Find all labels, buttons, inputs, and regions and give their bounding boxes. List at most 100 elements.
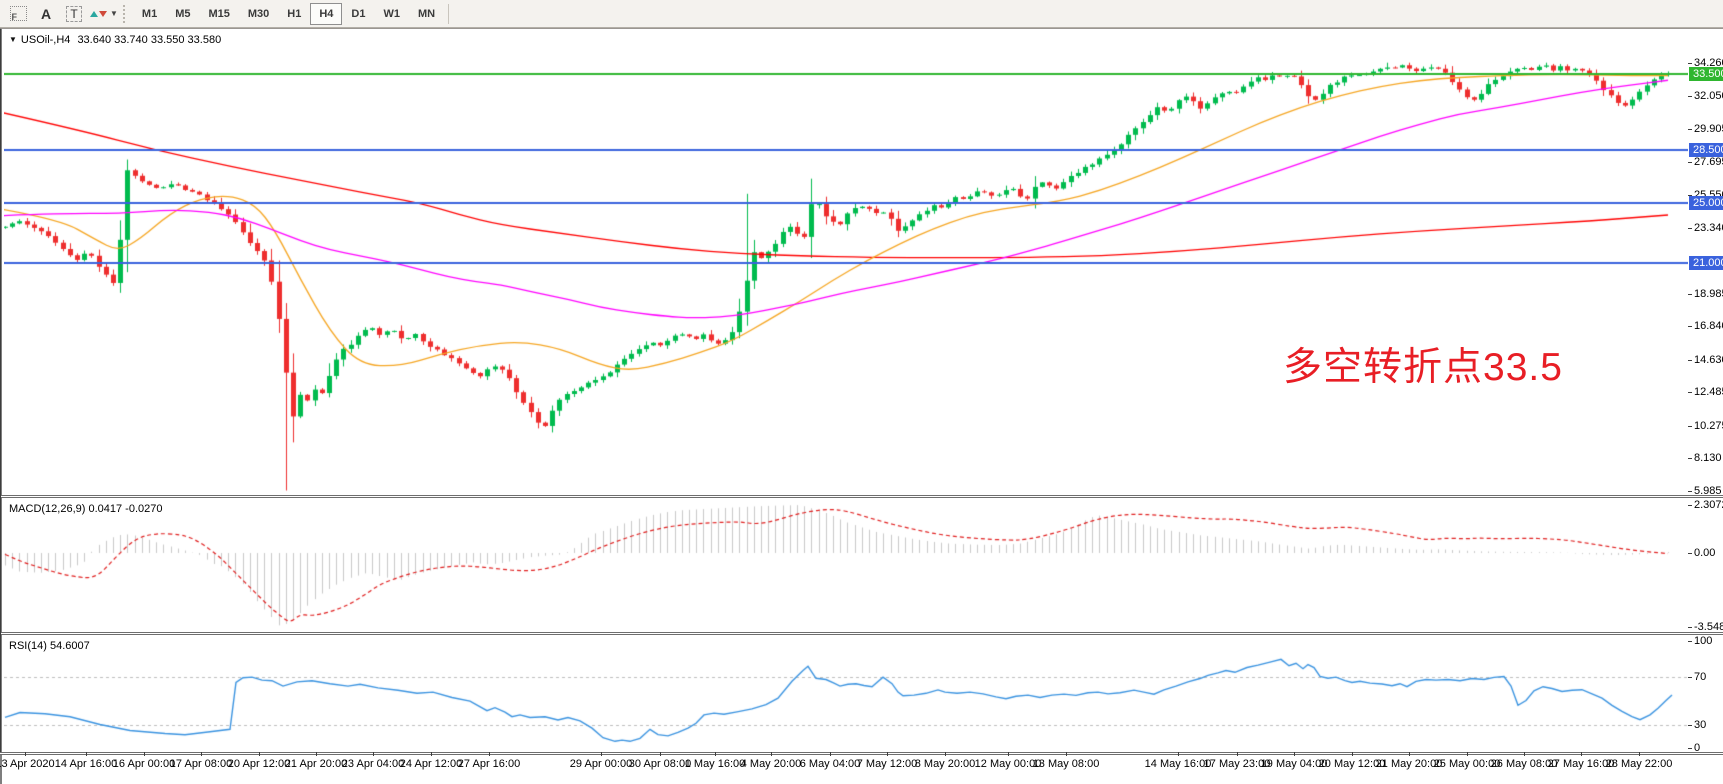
date-axis-tick [201, 752, 202, 756]
date-axis-tick [887, 752, 888, 756]
chevron-down-icon[interactable]: ▼ [9, 35, 17, 44]
macd-label: MACD(12,26,9) 0.0417 -0.0270 [9, 503, 163, 515]
price-badge: 28.500 [1689, 143, 1723, 157]
date-tick-label: 26 May 08:00 [1490, 758, 1558, 770]
price-chart-canvas[interactable] [4, 29, 1688, 495]
axis-tick [1688, 677, 1692, 678]
timeframe-h1[interactable]: H1 [278, 3, 310, 25]
date-tick-label: 1 May 16:00 [684, 758, 746, 770]
date-tick-label: 27 May 16:00 [1547, 758, 1615, 770]
date-axis-tick [715, 752, 716, 756]
rsi-tick-label: 100 [1694, 635, 1713, 647]
date-tick-label: 19 May 04:00 [1260, 758, 1328, 770]
timeframe-d1[interactable]: D1 [342, 3, 374, 25]
date-axis-tick [830, 752, 831, 756]
axis-tick [1688, 195, 1692, 196]
date-tick-label: 4 May 20:00 [740, 758, 802, 770]
axis-tick [1688, 63, 1692, 64]
arrow-down-icon [99, 10, 107, 17]
date-tick-label: 13 Apr 2020 [0, 758, 55, 770]
date-tick-label: 12 May 00:00 [974, 758, 1042, 770]
axis-tick [1688, 553, 1692, 554]
grid-f-icon: F [9, 6, 27, 22]
date-axis-tick [144, 752, 145, 756]
arrow-objects-button[interactable]: ▼ [89, 3, 119, 25]
date-tick-label: 14 Apr 16:00 [54, 758, 118, 770]
price-tick-label: 5.985 [1694, 485, 1722, 497]
timeframe-h4[interactable]: H4 [310, 2, 343, 25]
price-tick-label: 8.130 [1694, 452, 1722, 464]
rsi-tick-label: 70 [1694, 671, 1707, 683]
date-axis-tick [1524, 752, 1525, 756]
date-axis-tick [771, 752, 772, 756]
freeze-grid-button[interactable]: F [5, 3, 31, 25]
date-tick-label: 27 Apr 16:00 [457, 758, 521, 770]
date-tick-label: 30 Apr 08:00 [628, 758, 692, 770]
date-axis-tick [1178, 752, 1179, 756]
timeframe-w1[interactable]: W1 [374, 3, 409, 25]
price-tick-label: 14.630 [1694, 354, 1723, 366]
date-axis-tick [660, 752, 661, 756]
price-tick-label: 18.985 [1694, 288, 1723, 300]
axis-tick [1688, 458, 1692, 459]
macd-indicator-canvas[interactable] [4, 498, 1688, 632]
symbol-name: USOil-,H4 [20, 34, 71, 46]
toolbar: F A T ▼ M1 M5 M15 M30 H1 H4 D1 W1 MN [0, 0, 1723, 28]
date-axis-tick [1581, 752, 1582, 756]
timeframe-mn[interactable]: MN [409, 3, 444, 25]
axis-tick [1688, 491, 1692, 492]
date-axis-tick [1352, 752, 1353, 756]
price-tick-label: 27.695 [1694, 156, 1723, 168]
date-tick-label: 21 May 20:00 [1375, 758, 1443, 770]
date-tick-label: 17 Apr 08:00 [169, 758, 233, 770]
price-tick-label: 16.840 [1694, 320, 1723, 332]
timeframe-m5[interactable]: M5 [166, 3, 199, 25]
date-axis-tick [259, 752, 260, 756]
price-badge: 25.000 [1689, 196, 1723, 210]
axis-tick [1688, 129, 1692, 130]
date-axis-tick [1294, 752, 1295, 756]
date-tick-label: 8 May 20:00 [914, 758, 976, 770]
toolbar-grip[interactable] [122, 4, 130, 23]
timeframe-m15[interactable]: M15 [199, 3, 238, 25]
axis-tick [1688, 426, 1692, 427]
panel-separator-rsi[interactable] [0, 632, 1723, 635]
text-label-button[interactable]: A [33, 3, 59, 25]
macd-tick-label: 2.3072 [1694, 499, 1723, 511]
date-axis-tick [1008, 752, 1009, 756]
timeframe-group: M1 M5 M15 M30 H1 H4 D1 W1 MN [133, 2, 444, 25]
timeframe-m1[interactable]: M1 [133, 3, 166, 25]
rsi-tick-label: 30 [1694, 719, 1707, 731]
date-tick-label: 23 Apr 04:00 [341, 758, 405, 770]
date-axis-tick [489, 752, 490, 756]
date-axis-tick [945, 752, 946, 756]
date-tick-label: 24 Apr 12:00 [399, 758, 463, 770]
date-tick-label: 20 Apr 12:00 [227, 758, 291, 770]
date-tick-label: 29 Apr 00:00 [569, 758, 633, 770]
timeframe-m30[interactable]: M30 [239, 3, 278, 25]
date-axis-tick [601, 752, 602, 756]
date-tick-label: 14 May 16:00 [1144, 758, 1212, 770]
axis-tick [1688, 392, 1692, 393]
axis-tick [1688, 228, 1692, 229]
date-tick-label: 16 Apr 00:00 [112, 758, 176, 770]
date-tick-label: 25 May 00:00 [1433, 758, 1501, 770]
panel-separator-dates[interactable] [0, 752, 1723, 755]
rsi-indicator-canvas[interactable] [4, 636, 1688, 752]
date-axis-tick [373, 752, 374, 756]
date-tick-label: 13 May 08:00 [1032, 758, 1100, 770]
annotation-text: 多空转折点33.5 [1283, 346, 1563, 389]
date-axis-tick [86, 752, 87, 756]
text-box-button[interactable]: T [61, 3, 87, 25]
axis-tick [1688, 725, 1692, 726]
price-tick-label: 10.275 [1694, 420, 1723, 432]
panel-separator-macd[interactable] [0, 495, 1723, 498]
price-axis-line [0, 29, 1, 752]
date-axis-tick [1409, 752, 1410, 756]
chevron-down-icon: ▼ [110, 9, 118, 18]
letter-a-icon: A [40, 5, 52, 22]
axis-tick [1688, 294, 1692, 295]
ohlc-values: 33.640 33.740 33.550 33.580 [77, 34, 222, 46]
axis-tick [1688, 326, 1692, 327]
